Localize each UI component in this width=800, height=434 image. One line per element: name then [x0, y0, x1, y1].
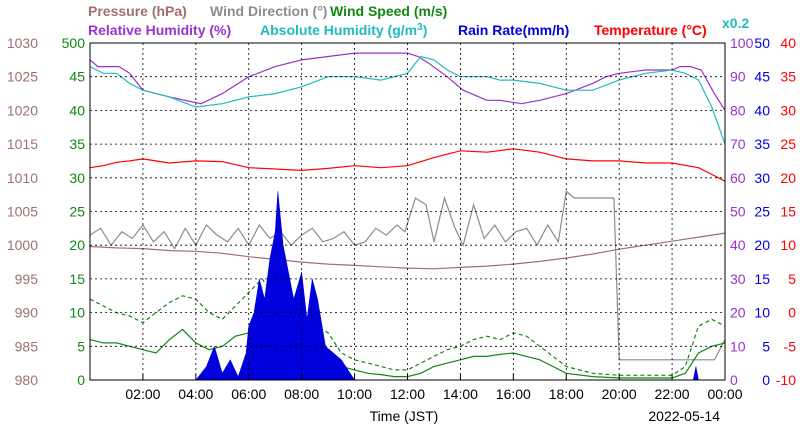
y-tick-label: 30	[754, 170, 770, 186]
y-tick-label: 1015	[7, 136, 38, 152]
y-tick-label: 30	[69, 170, 85, 186]
series-line	[89, 52, 726, 111]
date-label: 2022-05-14	[648, 408, 720, 424]
y-tick-label: 90	[730, 69, 746, 85]
y-tick-label: 1030	[7, 35, 38, 51]
header-label: Wind Direction (°)	[210, 3, 327, 19]
header-label: Rain Rate(mm/h)	[458, 22, 569, 38]
y-tick-label: 30	[780, 102, 796, 118]
y-tick-label: 35	[754, 136, 770, 152]
y-tick-label: 10	[730, 338, 746, 354]
y-tick-label: 985	[15, 338, 39, 354]
y-tick-label: 40	[780, 35, 796, 51]
header-label: Relative Humidity (%)	[88, 22, 231, 38]
y-tick-label: 40	[69, 102, 85, 118]
x-tick-label: 18:00	[549, 386, 584, 402]
series-line	[89, 325, 726, 379]
y-tick-label: 10	[69, 305, 85, 321]
x-axis-label: Time (JST)	[370, 408, 439, 424]
series-line	[89, 148, 726, 182]
header-row-1: Pressure (hPa) Wind Direction (°) Wind Spe…	[88, 3, 447, 19]
x-tick-label: 20:00	[602, 386, 637, 402]
x-tick-label: 08:00	[284, 386, 319, 402]
plot-frame	[89, 42, 726, 381]
y-tick-label: 100	[730, 35, 754, 51]
y-tick-label: 50	[730, 204, 746, 220]
y-tick-label: 20	[69, 237, 85, 253]
y-tick-label: 40	[730, 237, 746, 253]
header-row-2: Relative Humidity (%) Absolute Humidity (…	[88, 15, 749, 38]
x-tick-label: 02:00	[125, 386, 160, 402]
y-tick-label: -10	[776, 372, 796, 388]
x-tick-label: 10:00	[337, 386, 372, 402]
series-line	[89, 190, 726, 361]
header-label: Absolute Humidity (g/m3)	[260, 22, 427, 38]
y-tick-label: 70	[730, 136, 746, 152]
y-tick-label: 30	[730, 271, 746, 287]
y-tick-label: 20	[730, 305, 746, 321]
y-tick-label: 0	[77, 372, 85, 388]
y-tick-label: -5	[784, 338, 797, 354]
y-tick-label: 50	[754, 35, 770, 51]
y-tick-label: 35	[69, 136, 85, 152]
header-label: Pressure (hPa)	[88, 3, 187, 19]
axes: 02:00 04:00 06:00 08:00 10:00 12:00 14:00 16:00…	[7, 35, 796, 402]
y-tick-label: 980	[15, 372, 39, 388]
y-tick-label: 25	[754, 204, 770, 220]
y-tick-label: 0	[762, 372, 770, 388]
y-tick-label: 10	[780, 237, 796, 253]
y-tick-label: 1000	[7, 237, 38, 253]
y-tick-label: 995	[15, 271, 39, 287]
x-tick-label: 04:00	[178, 386, 213, 402]
y-tick-label: 5	[788, 271, 796, 287]
x-tick-label: 14:00	[443, 386, 478, 402]
header-label: Wind Speed (m/s)	[330, 3, 447, 19]
y-tick-label: 35	[780, 69, 796, 85]
y-tick-label: 5	[762, 338, 770, 354]
rain-rate-area	[195, 191, 699, 381]
y-tick-label: 1020	[7, 102, 38, 118]
x-tick-label: 12:00	[390, 386, 425, 402]
y-tick-label: 1010	[7, 170, 38, 186]
x-tick-label: 06:00	[231, 386, 266, 402]
y-tick-label: 60	[730, 170, 746, 186]
y-tick-label: 1025	[7, 69, 38, 85]
y-tick-label: 10	[754, 305, 770, 321]
y-tick-label: 1005	[7, 204, 38, 220]
y-tick-label: 40	[754, 102, 770, 118]
y-tick-label: 0	[730, 372, 738, 388]
factor-label: x0.2	[722, 15, 749, 31]
y-tick-label: 0	[788, 305, 796, 321]
y-tick-label: 20	[780, 170, 796, 186]
y-tick-label: 25	[69, 204, 85, 220]
y-tick-label: 45	[69, 69, 85, 85]
y-tick-label: 990	[15, 305, 39, 321]
y-tick-label: 500	[62, 35, 86, 51]
x-tick-label: 00:00	[707, 386, 742, 402]
y-tick-label: 20	[754, 237, 770, 253]
y-tick-label: 25	[780, 136, 796, 152]
x-tick-label: 16:00	[496, 386, 531, 402]
y-tick-label: 80	[730, 102, 746, 118]
series-line	[89, 55, 726, 145]
series-layer	[89, 52, 726, 381]
y-tick-label: 45	[754, 69, 770, 85]
y-tick-label: 15	[69, 271, 85, 287]
y-tick-label: 15	[754, 271, 770, 287]
y-tick-label: 15	[780, 204, 796, 220]
y-tick-label: 5	[77, 338, 85, 354]
header-label: Temperature (°C)	[594, 22, 707, 38]
x-tick-label: 22:00	[655, 386, 690, 402]
grid	[90, 43, 726, 380]
